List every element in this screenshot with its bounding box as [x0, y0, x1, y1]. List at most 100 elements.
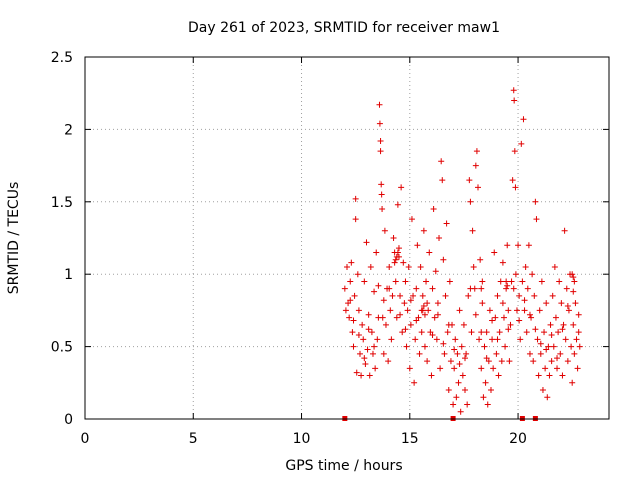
- data-point: [350, 317, 357, 324]
- data-point: [350, 343, 357, 350]
- data-point: [445, 321, 452, 328]
- data-point: [519, 278, 526, 285]
- data-point: [413, 285, 420, 292]
- data-point: [521, 297, 528, 304]
- data-point: [403, 343, 410, 350]
- data-point: [570, 274, 577, 281]
- data-point: [424, 358, 431, 365]
- data-point: [538, 278, 545, 285]
- data-point: [479, 278, 486, 285]
- data-point: [524, 285, 531, 292]
- data-point: [429, 285, 436, 292]
- data-point: [361, 278, 368, 285]
- data-point: [402, 278, 409, 285]
- data-point: [377, 148, 384, 155]
- data-point: [466, 177, 473, 184]
- data-point: [551, 263, 558, 270]
- data-point: [515, 242, 522, 249]
- y-tick-label: 1.5: [51, 195, 73, 211]
- data-point: [504, 242, 511, 249]
- data-point: [554, 365, 561, 372]
- data-point: [455, 379, 462, 386]
- data-point: [522, 263, 529, 270]
- data-point: [491, 249, 498, 256]
- data-point: [444, 329, 451, 336]
- data-point: [494, 292, 501, 299]
- data-point: [429, 332, 436, 339]
- data-point: [373, 249, 380, 256]
- data-point: [347, 297, 354, 304]
- data-point: [434, 311, 441, 318]
- data-point: [428, 372, 435, 379]
- data-point: [419, 292, 426, 299]
- data-point: [571, 350, 578, 357]
- data-point: [537, 350, 544, 357]
- data-point: [380, 297, 387, 304]
- data-point: [420, 303, 427, 310]
- data-point: [432, 268, 439, 275]
- data-point: [500, 314, 507, 321]
- data-point: [506, 358, 513, 365]
- y-axis-label: SRMTID / TECUs: [6, 182, 22, 295]
- data-point: [457, 408, 464, 415]
- data-point: [417, 263, 424, 270]
- data-point: [398, 184, 405, 191]
- x-tick-label: 20: [509, 431, 527, 447]
- data-point: [452, 336, 459, 343]
- data-point: [559, 372, 566, 379]
- data-point: [465, 292, 472, 299]
- data-point: [548, 358, 555, 365]
- data-point: [498, 358, 505, 365]
- data-point: [459, 372, 466, 379]
- data-point: [528, 314, 535, 321]
- data-point: [367, 263, 374, 270]
- data-point: [394, 249, 401, 256]
- data-point: [381, 227, 388, 234]
- data-point: [564, 358, 571, 365]
- data-point: [552, 314, 559, 321]
- y-tick-label: 2.5: [51, 50, 73, 66]
- data-point: [516, 292, 523, 299]
- data-point: [440, 340, 447, 347]
- data-point: [510, 285, 517, 292]
- data-point: [531, 292, 538, 299]
- data-point: [569, 271, 576, 278]
- data-point: [546, 372, 553, 379]
- data-point: [526, 350, 533, 357]
- data-point: [550, 343, 557, 350]
- data-point: [445, 387, 452, 394]
- data-point: [532, 326, 539, 333]
- x-tick-label: 0: [81, 431, 90, 447]
- data-point: [533, 216, 540, 223]
- data-point: [360, 336, 367, 343]
- data-point: [411, 379, 418, 386]
- data-point: [392, 256, 399, 263]
- data-point: [420, 227, 427, 234]
- data-point: [407, 297, 414, 304]
- data-point: [512, 184, 519, 191]
- data-point: [438, 158, 445, 165]
- data-point: [421, 311, 428, 318]
- data-point: [481, 343, 488, 350]
- data-point: [535, 372, 542, 379]
- data-point: [431, 314, 438, 321]
- data-point: [364, 346, 371, 353]
- data-point: [341, 285, 348, 292]
- data-point: [490, 365, 497, 372]
- data-point: [359, 321, 366, 328]
- data-point: [478, 365, 485, 372]
- data-point: [556, 278, 563, 285]
- data-point: [463, 350, 470, 357]
- data-point: [412, 336, 419, 343]
- data-point: [543, 300, 550, 307]
- data-point: [462, 355, 469, 362]
- data-point: [571, 278, 578, 285]
- data-point: [380, 350, 387, 357]
- data-point: [529, 271, 536, 278]
- data-point: [443, 220, 450, 227]
- data-point: [508, 278, 515, 285]
- data-point: [389, 292, 396, 299]
- y-tick-label: 0.5: [51, 340, 73, 356]
- y-tick-labels: 0 0.5 1 1.5 2 2.5: [51, 50, 73, 428]
- data-point: [400, 259, 407, 266]
